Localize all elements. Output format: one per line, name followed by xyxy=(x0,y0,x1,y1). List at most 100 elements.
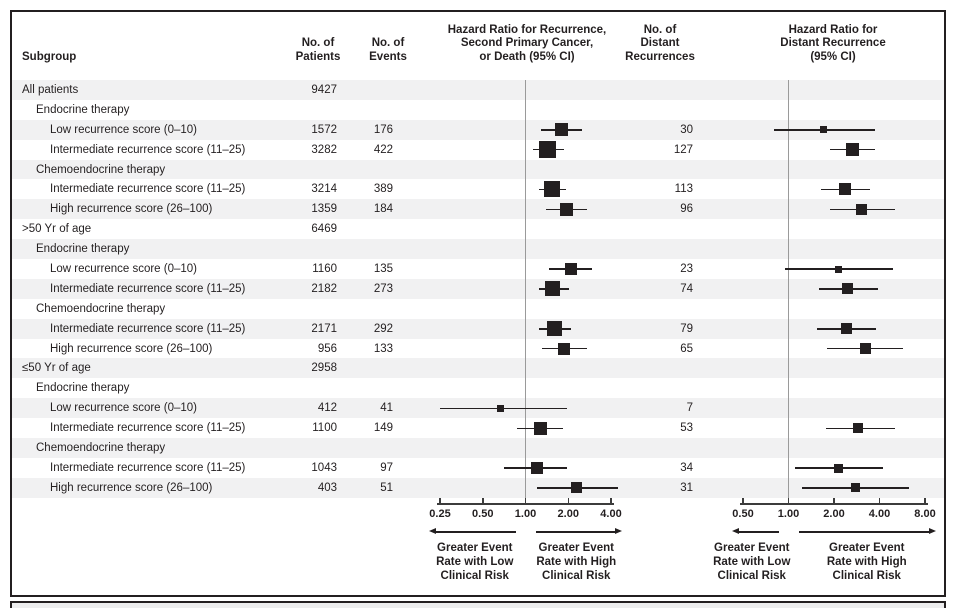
axis-tick-label: 0.50 xyxy=(732,508,754,520)
table-row: Chemoendocrine therapy xyxy=(12,299,944,319)
table-row: Intermediate recurrence score (11–25) 110… xyxy=(12,418,944,438)
subgroup-label: Intermediate recurrence score (11–25) xyxy=(50,422,246,435)
subgroup-label: Intermediate recurrence score (11–25) xyxy=(50,183,246,196)
events-value: 41 xyxy=(380,402,393,415)
subgroup-label: Endocrine therapy xyxy=(36,382,130,395)
subgroup-label: High recurrence score (26–100) xyxy=(50,203,213,216)
x-axis-line xyxy=(740,503,928,505)
subgroup-label: Chemoendocrine therapy xyxy=(36,163,166,176)
table-row: Intermediate recurrence score (11–25) 328… xyxy=(12,140,944,160)
table-row: Endocrine therapy xyxy=(12,239,944,260)
axis-tick-label: 0.50 xyxy=(472,508,494,520)
column-headers: Subgroup No. of Patients No. of Events H… xyxy=(12,16,944,66)
patients-value: 1160 xyxy=(312,262,337,275)
figure-border-box: Subgroup No. of Patients No. of Events H… xyxy=(10,10,946,597)
subgroup-label: All patients xyxy=(22,83,79,96)
arrow-toward-high-risk xyxy=(798,531,930,533)
subgroup-label: Chemoendocrine therapy xyxy=(36,441,166,454)
arrowhead-left xyxy=(732,528,739,535)
events-value: 389 xyxy=(373,183,393,196)
caption-panel-strip xyxy=(10,601,946,608)
distant-value: 7 xyxy=(686,402,693,415)
greater-event-high-risk-label: Greater Event Rate with High Clinical Ri… xyxy=(826,542,907,582)
x-axis-line xyxy=(437,503,614,505)
table-row: ≤50 Yr of age 2958 xyxy=(12,358,944,379)
axis-tick-label: 8.00 xyxy=(914,508,936,520)
axis-tick xyxy=(610,498,612,503)
axis-tick xyxy=(787,498,790,503)
table-row: >50 Yr of age 6469 xyxy=(12,219,944,239)
patients-value: 3282 xyxy=(311,143,337,156)
arrow-toward-high-risk xyxy=(535,531,616,533)
subgroup-label: ≤50 Yr of age xyxy=(22,362,91,375)
events-value: 292 xyxy=(373,322,393,335)
header-hr-distant-recurrence: Hazard Ratio for Distant Recurrence (95%… xyxy=(780,23,886,63)
table-row: Intermediate recurrence score (11–25) 321… xyxy=(12,179,944,199)
axis-tick xyxy=(878,498,881,503)
distant-value: 53 xyxy=(680,422,693,435)
header-no-of-distant-recurrences: No. of Distant Recurrences xyxy=(625,23,695,63)
table-row: All patients 9427 xyxy=(12,80,944,100)
patients-value: 412 xyxy=(317,402,337,415)
distant-value: 79 xyxy=(680,322,693,335)
header-no-of-patients: No. of Patients xyxy=(295,37,341,63)
greater-event-low-risk-label: Greater Event Rate with Low Clinical Ris… xyxy=(436,542,514,582)
events-value: 97 xyxy=(380,461,393,474)
patients-value: 6469 xyxy=(311,223,337,236)
events-value: 176 xyxy=(373,123,393,136)
subgroup-label: Intermediate recurrence score (11–25) xyxy=(50,322,246,335)
axis-tick xyxy=(482,498,484,503)
axis-tick xyxy=(742,498,744,503)
header-subgroup: Subgroup xyxy=(22,50,77,63)
axis-tick-label: 2.00 xyxy=(557,508,579,520)
axis-tick xyxy=(833,498,835,503)
subgroup-table-rows: All patients 9427 Endocrine therapy Low rec… xyxy=(12,80,944,498)
subgroup-label: Intermediate recurrence score (11–25) xyxy=(50,282,246,295)
header-hr-recurrence: Hazard Ratio for Recurrence, Second Prim… xyxy=(447,23,607,63)
events-value: 184 xyxy=(373,203,393,216)
patients-value: 1359 xyxy=(311,203,337,216)
table-row: Low recurrence score (0–10) 412 41 7 xyxy=(12,398,944,419)
subgroup-label: Endocrine therapy xyxy=(36,243,130,256)
arrowhead-left xyxy=(429,528,436,535)
table-row: Endocrine therapy xyxy=(12,378,944,398)
axis-tick xyxy=(924,498,926,503)
axis-tick xyxy=(439,498,441,503)
table-row: High recurrence score (26–100) 956 133 65 xyxy=(12,339,944,359)
table-row: Intermediate recurrence score (11–25) 217… xyxy=(12,318,944,339)
axis-tick xyxy=(524,498,527,503)
events-value: 135 xyxy=(373,262,393,275)
table-row: Endocrine therapy xyxy=(12,100,944,120)
distant-value: 30 xyxy=(680,123,693,136)
axis-tick-label: 2.00 xyxy=(823,508,845,520)
table-row: Low recurrence score (0–10) 1160 135 23 xyxy=(12,259,944,279)
axis-tick-label: 1.00 xyxy=(777,508,800,520)
distant-value: 127 xyxy=(673,143,693,156)
greater-event-low-risk-label: Greater Event Rate with Low Clinical Ris… xyxy=(713,542,791,582)
distant-value: 96 xyxy=(680,203,693,216)
distant-value: 23 xyxy=(680,262,693,275)
distant-value: 113 xyxy=(674,183,693,196)
subgroup-label: High recurrence score (26–100) xyxy=(50,481,213,494)
subgroup-label: Intermediate recurrence score (11–25) xyxy=(50,143,246,156)
table-row: Chemoendocrine therapy xyxy=(12,159,944,180)
patients-value: 1043 xyxy=(311,461,337,474)
patients-value: 1100 xyxy=(312,422,337,435)
distant-value: 34 xyxy=(680,461,693,474)
table-row: Low recurrence score (0–10) 1572 176 30 xyxy=(12,119,944,140)
arrow-toward-low-risk xyxy=(738,531,779,533)
axis-tick-label: 1.00 xyxy=(514,508,537,520)
events-value: 422 xyxy=(373,143,393,156)
table-row: High recurrence score (26–100) 1359 184 96 xyxy=(12,199,944,220)
distant-value: 65 xyxy=(680,342,693,355)
arrowhead-right xyxy=(615,528,622,535)
axis-tick xyxy=(567,498,569,503)
axis-tick-label: 0.25 xyxy=(429,508,451,520)
distant-value: 31 xyxy=(680,481,693,494)
greater-event-high-risk-label: Greater Event Rate with High Clinical Ri… xyxy=(536,542,617,582)
header-no-of-events: No. of Events xyxy=(369,37,407,63)
table-row: Intermediate recurrence score (11–25) 104… xyxy=(12,458,944,478)
subgroup-label: Intermediate recurrence score (11–25) xyxy=(50,461,246,474)
patients-value: 9427 xyxy=(311,83,337,96)
